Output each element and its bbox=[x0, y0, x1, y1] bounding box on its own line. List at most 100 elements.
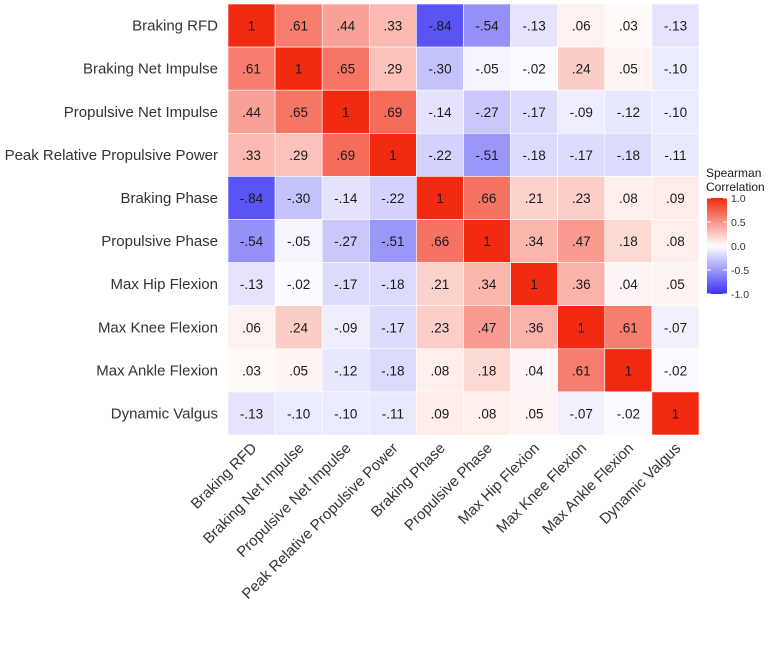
color-legend: Spearman Correlation 1.0 0.5 0.0 -0.5 -1.0 bbox=[706, 166, 765, 301]
row-label-max-knee-flexion: Max Knee Flexion bbox=[98, 319, 218, 336]
heatmap-cell-r0-c2 bbox=[321, 3, 370, 48]
heatmap-cell-r4-c5 bbox=[463, 176, 511, 220]
heatmap-cell-r2-c7 bbox=[557, 89, 606, 134]
cell-value-r1-c8: .05 bbox=[619, 62, 638, 77]
cell-value-r6-c0: -.13 bbox=[240, 277, 263, 292]
heatmap-cell-r3-c9 bbox=[651, 133, 700, 177]
cell-value-r3-c1: .29 bbox=[289, 148, 308, 163]
cell-value-r8-c6: .04 bbox=[525, 363, 544, 378]
cell-value-r5-c6: .34 bbox=[525, 234, 544, 249]
heatmap-cell-labels: 1 .61 .44 .33 -.84 -.54 -.13 .06 .03 -.13 .61 1 .65.… bbox=[240, 19, 687, 422]
legend-tick-label: -0.5 bbox=[731, 265, 749, 277]
heatmap-cell-r5-c4 bbox=[416, 219, 464, 263]
y-axis-labels: Braking RFD Braking Net Impulse Propulsive… bbox=[5, 18, 219, 423]
heatmap-cell-r0-c4 bbox=[416, 3, 464, 48]
heatmap-cell-r4-c1 bbox=[274, 176, 323, 220]
heatmap-cell-r2-c0 bbox=[227, 89, 276, 134]
cell-value-r4-c5: .66 bbox=[478, 191, 497, 206]
cell-value-r2-c3: .69 bbox=[383, 105, 402, 120]
heatmap-cell-r3-c8 bbox=[604, 133, 653, 177]
heatmap-cell-r6-c6 bbox=[510, 262, 559, 307]
heatmap-cell-r9-c6 bbox=[510, 391, 559, 436]
cell-value-r8-c8: 1 bbox=[625, 363, 633, 378]
cell-value-r8-c9: -.02 bbox=[664, 363, 687, 378]
cell-value-r9-c2: -.10 bbox=[334, 406, 357, 421]
heatmap-cell-r7-c4 bbox=[416, 305, 464, 350]
cell-value-r3-c0: .33 bbox=[242, 148, 261, 163]
cell-value-r9-c5: .08 bbox=[478, 406, 497, 421]
heatmap-cell-r4-c6 bbox=[510, 176, 559, 220]
heatmap-cell-r8-c3 bbox=[368, 348, 417, 393]
cell-value-r9-c9: 1 bbox=[672, 406, 680, 421]
heatmap-cell-r7-c3 bbox=[368, 305, 417, 350]
heatmap-cell-r3-c5 bbox=[463, 133, 511, 177]
legend-tick-label: 0.5 bbox=[731, 217, 746, 229]
cell-value-r0-c0: 1 bbox=[248, 19, 256, 34]
cell-value-r0-c7: .06 bbox=[572, 19, 591, 34]
cell-value-r3-c3: 1 bbox=[389, 148, 397, 163]
cell-value-r0-c9: -.13 bbox=[664, 19, 687, 34]
heatmap-cell-r4-c8 bbox=[604, 176, 653, 220]
cell-value-r9-c0: -.13 bbox=[240, 406, 263, 421]
cell-value-r3-c5: -.51 bbox=[475, 148, 498, 163]
heatmap-cell-r9-c7 bbox=[557, 391, 606, 436]
heatmap-cell-r7-c7 bbox=[557, 305, 606, 350]
heatmap-cell-r0-c5 bbox=[463, 3, 511, 48]
heatmap-cell-r7-c6 bbox=[510, 305, 559, 350]
legend-title-line-2: Correlation bbox=[706, 180, 765, 194]
cell-value-r2-c5: -.27 bbox=[475, 105, 498, 120]
cell-value-r4-c1: -.30 bbox=[287, 191, 310, 206]
heatmap-cell-r1-c1 bbox=[274, 46, 323, 91]
cell-value-r1-c9: -.10 bbox=[664, 62, 687, 77]
col-label-dynamic-valgus: Dynamic Valgus bbox=[596, 440, 684, 528]
heatmap-cell-r9-c1 bbox=[274, 391, 323, 436]
cell-value-r2-c6: -.17 bbox=[523, 105, 546, 120]
cell-value-r8-c7: .61 bbox=[572, 363, 591, 378]
cell-value-r3-c2: .69 bbox=[336, 148, 355, 163]
cell-value-r6-c8: .04 bbox=[619, 277, 638, 292]
heatmap-cell-r2-c2 bbox=[321, 89, 370, 134]
heatmap-cell-r2-c8 bbox=[604, 89, 653, 134]
row-label-braking-phase: Braking Phase bbox=[120, 190, 218, 207]
row-label-braking-rfd: Braking RFD bbox=[132, 18, 218, 35]
heatmap-cell-r2-c6 bbox=[510, 89, 559, 134]
cell-value-r1-c6: -.02 bbox=[523, 62, 546, 77]
cell-value-r7-c5: .47 bbox=[478, 320, 497, 335]
cell-value-r3-c7: -.17 bbox=[570, 148, 593, 163]
heatmap-cell-r3-c6 bbox=[510, 133, 559, 177]
cell-value-r7-c2: -.09 bbox=[334, 320, 357, 335]
heatmap-cell-r1-c8 bbox=[604, 46, 653, 91]
cell-value-r4-c9: .09 bbox=[666, 191, 685, 206]
heatmap-cell-r4-c2 bbox=[321, 176, 370, 220]
cell-value-r5-c9: .08 bbox=[666, 234, 685, 249]
cell-value-r7-c6: .36 bbox=[525, 320, 544, 335]
cell-value-r9-c8: -.02 bbox=[617, 406, 640, 421]
cell-value-r6-c3: -.18 bbox=[381, 277, 404, 292]
cell-value-r0-c8: .03 bbox=[619, 19, 638, 34]
cell-value-r6-c7: .36 bbox=[572, 277, 591, 292]
heatmap-cell-r2-c9 bbox=[651, 89, 700, 134]
cell-value-r8-c0: .03 bbox=[242, 363, 261, 378]
cell-value-r2-c4: -.14 bbox=[428, 105, 452, 120]
cell-value-r1-c3: .29 bbox=[383, 62, 402, 77]
legend-title-line-1: Spearman bbox=[706, 166, 761, 180]
cell-value-r5-c0: -.54 bbox=[240, 234, 264, 249]
heatmap-cell-r8-c6 bbox=[510, 348, 559, 393]
cell-value-r8-c1: .05 bbox=[289, 363, 308, 378]
cell-value-r0-c4: -.84 bbox=[428, 19, 452, 34]
legend-tick-label: 0.0 bbox=[731, 241, 746, 253]
row-label-max-hip-flexion: Max Hip Flexion bbox=[110, 276, 218, 293]
cell-value-r0-c2: .44 bbox=[336, 19, 355, 34]
cell-value-r0-c1: .61 bbox=[289, 19, 308, 34]
cell-value-r2-c9: -.10 bbox=[664, 105, 687, 120]
heatmap-cell-r8-c4 bbox=[416, 348, 464, 393]
cell-value-r6-c5: .34 bbox=[478, 277, 497, 292]
heatmap-cell-r9-c2 bbox=[321, 391, 370, 436]
heatmap-cell-r4-c7 bbox=[557, 176, 606, 220]
heatmap-cell-r5-c2 bbox=[321, 219, 370, 263]
heatmap-cell-r8-c8 bbox=[604, 348, 653, 393]
cell-value-r0-c3: .33 bbox=[383, 19, 402, 34]
heatmap-cell-r1-c7 bbox=[557, 46, 606, 91]
